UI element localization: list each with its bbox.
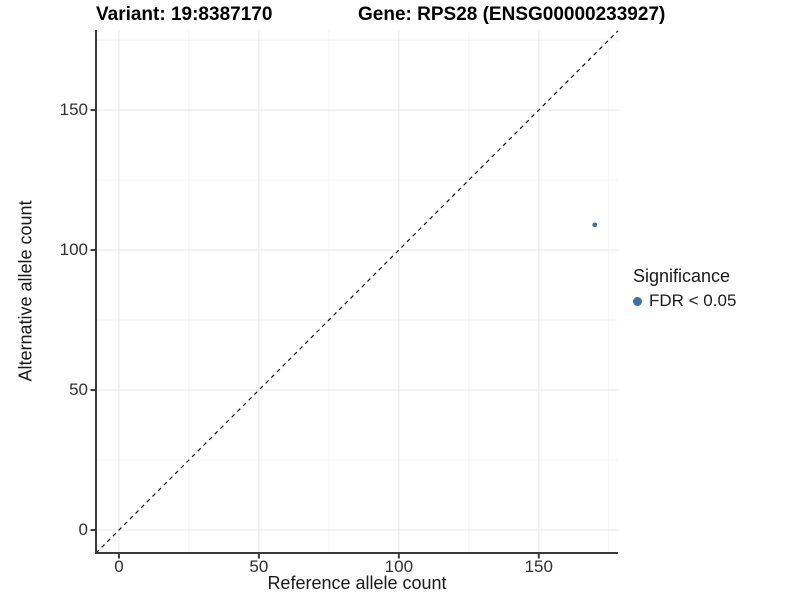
- y-tick-label: 50: [69, 380, 88, 400]
- y-tick-label: 100: [59, 240, 88, 260]
- legend-key-dot-icon: [633, 296, 642, 306]
- y-tick-label: 0: [78, 520, 88, 540]
- x-tick-label: 100: [384, 557, 414, 576]
- y-tick-label: 150: [59, 100, 88, 120]
- legend-item-label: FDR < 0.05: [649, 291, 737, 310]
- plot-title-gene: Gene: RPS28 (ENSG00000233927): [358, 4, 666, 25]
- identity-reference-line: [95, 30, 619, 554]
- x-tick-label: 0: [114, 557, 124, 576]
- legend-title: Significance: [633, 266, 731, 286]
- plot-title-variant: Variant: 19:8387170: [96, 4, 273, 25]
- y-axis-label: Alternative allele count: [15, 200, 36, 382]
- legend: Significance FDR < 0.05: [633, 266, 736, 311]
- legend-item: FDR < 0.05: [633, 291, 736, 311]
- x-axis-label: Reference allele count: [267, 573, 447, 593]
- x-tick-label: 150: [524, 557, 553, 576]
- data-point: [592, 222, 598, 228]
- x-tick-label: 50: [249, 557, 269, 576]
- legend-items: FDR < 0.05: [633, 291, 736, 311]
